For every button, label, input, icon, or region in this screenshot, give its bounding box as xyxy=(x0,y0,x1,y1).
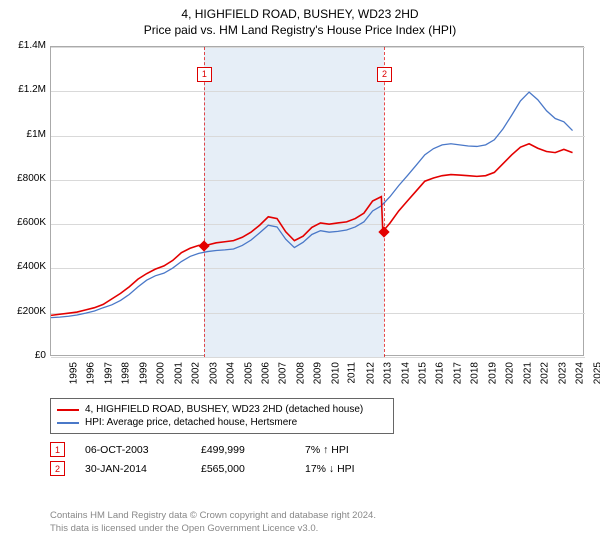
xtick-label: 2003 xyxy=(208,362,219,384)
ytick-label: £1.4M xyxy=(6,40,46,51)
xtick-label: 2011 xyxy=(347,362,358,384)
event-price: £499,999 xyxy=(201,444,285,456)
xtick-label: 1995 xyxy=(68,362,79,384)
xtick-label: 2006 xyxy=(260,362,271,384)
legend-box: 4, HIGHFIELD ROAD, BUSHEY, WD23 2HD (det… xyxy=(50,398,394,434)
xtick-label: 2014 xyxy=(400,362,411,384)
ytick-label: £400K xyxy=(6,261,46,272)
series-hpi xyxy=(51,92,573,318)
xtick-label: 2023 xyxy=(557,362,568,384)
xtick-label: 2000 xyxy=(156,362,167,384)
ytick-label: £200K xyxy=(6,306,46,317)
xtick-label: 2009 xyxy=(313,362,324,384)
event-date: 30-JAN-2014 xyxy=(85,463,181,475)
event-marker-icon: 2 xyxy=(50,461,65,476)
xtick-label: 1999 xyxy=(138,362,149,384)
xtick-label: 2012 xyxy=(365,362,376,384)
xtick-label: 1998 xyxy=(121,362,132,384)
xtick-label: 2024 xyxy=(574,362,585,384)
event-marker-icon: 1 xyxy=(50,442,65,457)
xtick-label: 2022 xyxy=(539,362,550,384)
ytick-label: £600K xyxy=(6,217,46,228)
event-marker-plot: 1 xyxy=(197,67,212,82)
event-date: 06-OCT-2003 xyxy=(85,444,181,456)
xtick-label: 2018 xyxy=(470,362,481,384)
event-table-row: 2 30-JAN-2014 £565,000 17% ↓ HPI xyxy=(50,459,355,478)
ytick-label: £1M xyxy=(6,129,46,140)
events-table: 1 06-OCT-2003 £499,999 7% ↑ HPI 2 30-JAN-2014… xyxy=(50,440,355,478)
xtick-label: 2004 xyxy=(225,362,236,384)
xtick-label: 2015 xyxy=(417,362,428,384)
legend-row-hpi: HPI: Average price, detached house, Hert… xyxy=(57,416,387,429)
legend-row-property: 4, HIGHFIELD ROAD, BUSHEY, WD23 2HD (det… xyxy=(57,403,387,416)
title-line1: 4, HIGHFIELD ROAD, BUSHEY, WD23 2HD xyxy=(181,7,418,21)
xtick-label: 2010 xyxy=(330,362,341,384)
xtick-label: 2005 xyxy=(243,362,254,384)
gridline-y xyxy=(51,357,585,358)
event-marker-plot: 2 xyxy=(377,67,392,82)
legend-label-hpi: HPI: Average price, detached house, Hert… xyxy=(85,417,297,428)
xtick-label: 1997 xyxy=(103,362,114,384)
xtick-label: 2001 xyxy=(173,362,184,384)
plot-area: 12 xyxy=(50,46,584,356)
footer-attribution: Contains HM Land Registry data © Crown c… xyxy=(50,510,376,536)
event-table-row: 1 06-OCT-2003 £499,999 7% ↑ HPI xyxy=(50,440,355,459)
xtick-label: 1996 xyxy=(86,362,97,384)
ytick-label: £800K xyxy=(6,173,46,184)
footer-line2: This data is licensed under the Open Gov… xyxy=(50,523,318,534)
event-delta: 17% ↓ HPI xyxy=(305,463,355,475)
chart-container: { "title": { "line1": "4, HIGHFIELD ROAD… xyxy=(0,0,600,560)
xtick-label: 2025 xyxy=(592,362,600,384)
xtick-label: 2007 xyxy=(278,362,289,384)
xtick-label: 2013 xyxy=(382,362,393,384)
event-price: £565,000 xyxy=(201,463,285,475)
xtick-label: 2002 xyxy=(190,362,201,384)
title-line2: Price paid vs. HM Land Registry's House … xyxy=(144,23,456,37)
event-delta: 7% ↑ HPI xyxy=(305,444,349,456)
xtick-label: 2021 xyxy=(522,362,533,384)
xtick-label: 2020 xyxy=(505,362,516,384)
xtick-label: 2017 xyxy=(452,362,463,384)
series-lines xyxy=(51,47,583,355)
chart-title: 4, HIGHFIELD ROAD, BUSHEY, WD23 2HD Pric… xyxy=(0,0,600,38)
footer-line1: Contains HM Land Registry data © Crown c… xyxy=(50,510,376,521)
ytick-label: £0 xyxy=(6,350,46,361)
xtick-label: 2019 xyxy=(487,362,498,384)
legend-swatch-hpi xyxy=(57,422,79,424)
xtick-label: 2008 xyxy=(295,362,306,384)
xtick-label: 2016 xyxy=(435,362,446,384)
legend-label-property: 4, HIGHFIELD ROAD, BUSHEY, WD23 2HD (det… xyxy=(85,404,363,415)
series-property xyxy=(51,144,573,316)
ytick-label: £1.2M xyxy=(6,84,46,95)
legend-swatch-property xyxy=(57,409,79,411)
